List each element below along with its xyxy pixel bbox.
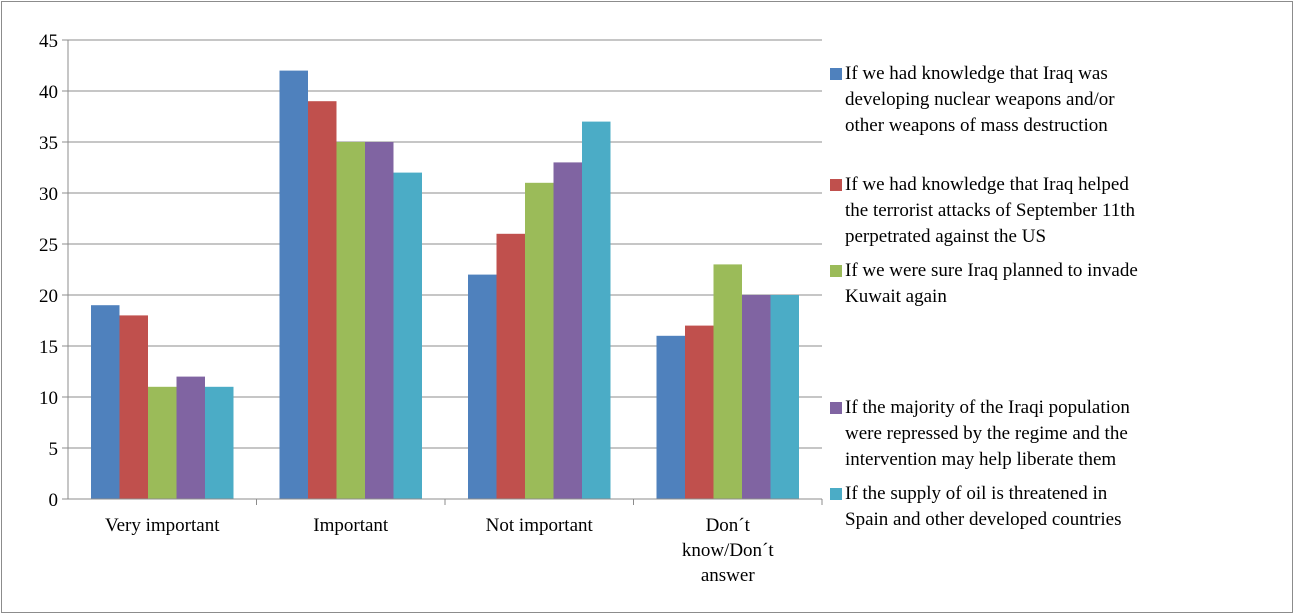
legend-label: If we were sure Iraq planned to invade Ku…: [845, 260, 1138, 307]
bar: [308, 101, 337, 499]
legend-label: If the majority of the Iraqi population w…: [845, 397, 1130, 470]
y-tick-label: 35: [39, 133, 58, 154]
bar: [656, 335, 685, 499]
bar: [336, 142, 365, 499]
bar: [496, 233, 525, 500]
x-category-label: Very important: [105, 515, 220, 536]
bar: [582, 121, 611, 499]
y-tick-label: 10: [39, 388, 58, 409]
y-tick-label: 5: [49, 439, 59, 460]
bar: [468, 274, 497, 499]
legend: If we had knowledge that Iraq was develop…: [830, 0, 1290, 612]
legend-swatch: [830, 488, 842, 500]
x-axis-categories: Very important Important Not important Don´…: [105, 515, 774, 586]
bar: [742, 295, 771, 499]
bar: [91, 305, 120, 499]
bar: [713, 264, 742, 499]
legend-label: If the supply of oil is threatened in Spa…: [845, 483, 1122, 530]
axes: [62, 39, 823, 505]
y-tick-label: 30: [39, 184, 58, 205]
bar: [365, 142, 394, 499]
legend-swatch: [830, 179, 842, 191]
legend-swatch: [830, 402, 842, 414]
y-tick-label: 25: [39, 235, 58, 256]
legend-label: If we had knowledge that Iraq was develop…: [845, 63, 1115, 136]
x-category-label: Don´t know/Don´t answer: [682, 515, 775, 586]
bars: [91, 70, 799, 500]
legend-label: If we had knowledge that Iraq helped the …: [845, 174, 1136, 247]
bar: [685, 325, 714, 499]
bar: [553, 162, 582, 499]
bar: [176, 376, 205, 499]
y-axis-ticks: 0 5 10 15 20 25 30 35 40 45: [39, 31, 58, 511]
x-category-label: Important: [313, 515, 389, 536]
y-tick-label: 15: [39, 337, 58, 358]
bar: [205, 386, 234, 499]
bar: [279, 70, 308, 499]
y-tick-label: 45: [39, 31, 58, 52]
bar: [770, 295, 799, 499]
legend-swatch: [830, 265, 842, 277]
y-tick-label: 20: [39, 286, 58, 307]
bar: [393, 172, 422, 499]
bar: [119, 315, 148, 499]
bar: [525, 182, 554, 500]
y-tick-label: 40: [39, 82, 58, 103]
x-category-label: Not important: [486, 515, 594, 536]
legend-swatch: [830, 68, 842, 80]
bar-chart: 0 5 10 15 20 25 30 35 40 45 Very important Importa…: [39, 31, 823, 586]
y-tick-label: 0: [49, 490, 59, 511]
bar: [148, 386, 177, 499]
